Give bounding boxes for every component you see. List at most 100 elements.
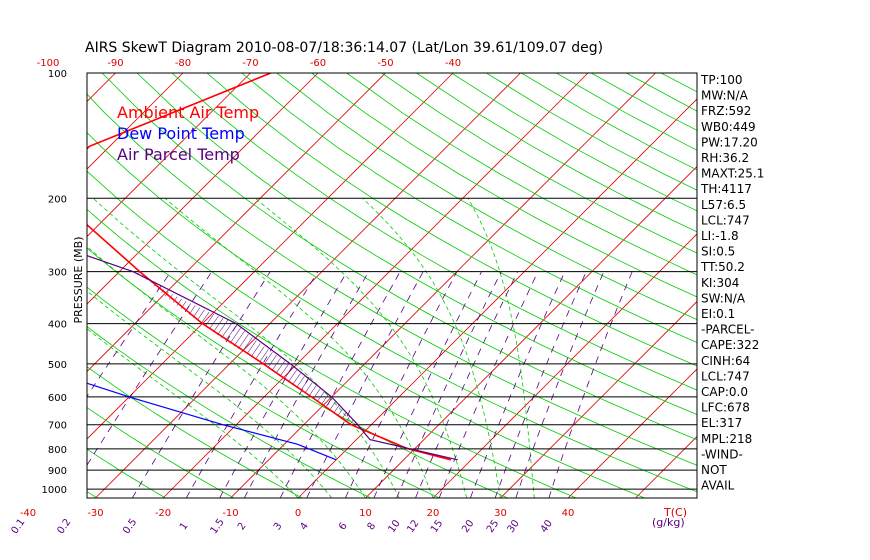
pressure-tick-100: 100 <box>48 69 67 80</box>
dry-adiabat-460 <box>486 73 697 191</box>
isotherm-30 <box>500 300 697 498</box>
dry-adiabat-430 <box>381 73 697 254</box>
mixing-ratio-tick-3: 3 <box>272 521 285 533</box>
dry-adiabat-390 <box>241 73 697 343</box>
mixing-ratio-tick-8: 8 <box>366 521 379 533</box>
mixing-ratio-line-8 <box>373 271 482 498</box>
index-4: PW:17.20 <box>701 135 758 149</box>
pressure-tick-500: 500 <box>48 360 67 371</box>
mixing-ratio-tick-30: 30 <box>506 518 522 535</box>
dry-adiabat-440 <box>416 73 697 233</box>
top-temp-tick--90: -90 <box>107 58 123 69</box>
dry-adiabat-260 <box>87 406 235 498</box>
legend-entry-dew-point-temp: Dew Point Temp <box>117 124 245 143</box>
pressure-tick-200: 200 <box>48 194 67 205</box>
mixing-ratio-line-3 <box>279 271 401 498</box>
top-temp-tick--40: -40 <box>445 58 461 69</box>
mixing-ratio-tick-15: 15 <box>429 518 445 535</box>
bottom-temp-tick-20: 20 <box>427 508 440 519</box>
dry-adiabat-340 <box>87 93 697 466</box>
series-ambient-air-temp <box>87 73 452 461</box>
mixing-ratio-line-25 <box>494 271 587 498</box>
isotherm-0 <box>297 98 697 498</box>
index-21: LFC:678 <box>701 401 750 415</box>
mixing-ratio-tick-40: 40 <box>539 518 555 535</box>
index-9: LCL:747 <box>701 213 750 227</box>
top-temp-ticks: -120-110-100-90-80-70-60-50-40 <box>37 58 462 69</box>
mixing-ratio-line-4 <box>306 271 424 498</box>
index-15: EI:0.1 <box>701 307 735 321</box>
pressure-tick-300: 300 <box>48 268 67 279</box>
mixing-ratio-line-10 <box>396 271 502 498</box>
dry-adiabat-370 <box>171 73 697 391</box>
dry-adiabat-410 <box>311 73 697 298</box>
mixing-ratio-tick-25: 25 <box>485 518 501 535</box>
mixing-ratio-tick-1.5: 1.5 <box>209 517 227 536</box>
mixing-ratio-tick-4: 4 <box>298 521 311 533</box>
mixing-ratio-line-6 <box>345 271 458 498</box>
moist-adiabat-30 <box>362 198 501 498</box>
bottom-temp-tick--20: -20 <box>155 508 171 519</box>
dry-adiabat-450 <box>451 73 697 212</box>
mixing-ratio-line-0.2 <box>87 271 213 466</box>
index-13: KI:304 <box>701 276 739 290</box>
index-2: FRZ:592 <box>701 104 751 118</box>
dry-adiabat-250 <box>87 448 166 498</box>
moist-adiabat-20 <box>164 197 434 498</box>
mixing-ratio-line-1.5 <box>219 271 348 498</box>
dry-adiabat-290 <box>87 286 440 498</box>
dry-adiabat-230 <box>0 73 29 498</box>
pressure-tick-900: 900 <box>48 466 67 477</box>
dry-adiabat-280 <box>87 326 371 498</box>
mixing-ratio-ticks: 0.1 0.2 0.5 1 1.5 2 3 4 6 8 10 12 15 20 25 30 40 <box>9 517 555 536</box>
mixing-ratio-tick-0.2: 0.2 <box>55 517 73 536</box>
pressure-tick-700: 700 <box>48 421 67 432</box>
mixing-ratio-line-0.1 <box>87 271 172 398</box>
mixing-ratio-line-0.5 <box>131 271 271 498</box>
mixing-ratio-tick-10: 10 <box>386 518 402 535</box>
mixing-ratio-tick-6: 6 <box>337 521 350 533</box>
index-7: TH:4117 <box>700 182 752 196</box>
mixing-ratio-tick-0.5: 0.5 <box>121 517 139 536</box>
bottom-temp-tick--40: -40 <box>20 508 36 519</box>
dry-adiabat-360 <box>136 73 697 415</box>
bottom-temp-tick--30: -30 <box>87 508 103 519</box>
isotherm--10 <box>230 73 656 498</box>
mixing-ratio-line-2 <box>243 271 370 498</box>
moist-adiabat-0 <box>87 328 299 498</box>
index-14: SW:N/A <box>701 291 746 305</box>
mixing-ratio-tick-0.1: 0.1 <box>9 517 27 536</box>
series-air-parcel-temp <box>87 254 458 461</box>
dry-adiabat-350 <box>101 73 697 441</box>
top-temp-tick--60: -60 <box>310 58 326 69</box>
mixing-ratio-line-40 <box>548 271 633 498</box>
index-19: LCL:747 <box>701 369 750 383</box>
mixing-ratio-line-1 <box>185 271 319 498</box>
pressure-ticks: 100 200 300 400 500 600 700 800 900 1000 <box>42 69 67 496</box>
index-11: SI:0.5 <box>701 245 735 259</box>
isotherm--50 <box>87 73 386 373</box>
index-18: CINH:64 <box>701 354 750 368</box>
mixing-ratio-line-30 <box>515 271 605 498</box>
isotherm--60 <box>87 73 319 305</box>
dry-adiabat-310 <box>87 208 577 498</box>
isotherm--80 <box>87 73 184 170</box>
pressure-tick-400: 400 <box>48 320 67 331</box>
cape-area <box>132 271 360 428</box>
index-20: CAP:0.0 <box>701 385 748 399</box>
bottom-temp-tick-40: 40 <box>562 508 575 519</box>
temp-axis-label: T(C) <box>663 506 687 519</box>
pressure-tick-800: 800 <box>48 445 67 456</box>
mixing-ratio-tick-12: 12 <box>405 518 421 535</box>
chart-title: AIRS SkewT Diagram 2010-08-07/18:36:14.0… <box>85 40 603 56</box>
index-6: MAXT:25.1 <box>701 167 764 181</box>
dry-adiabat-560 <box>836 73 870 498</box>
plot-frame <box>86 72 698 499</box>
bottom-temp-tick-0: 0 <box>295 508 301 519</box>
pressure-tick-600: 600 <box>48 393 67 404</box>
index-22: EL:317 <box>701 416 742 430</box>
dry-adiabat-400 <box>276 73 697 320</box>
index-8: L57:6.5 <box>701 198 746 212</box>
isotherm--70 <box>87 73 251 238</box>
